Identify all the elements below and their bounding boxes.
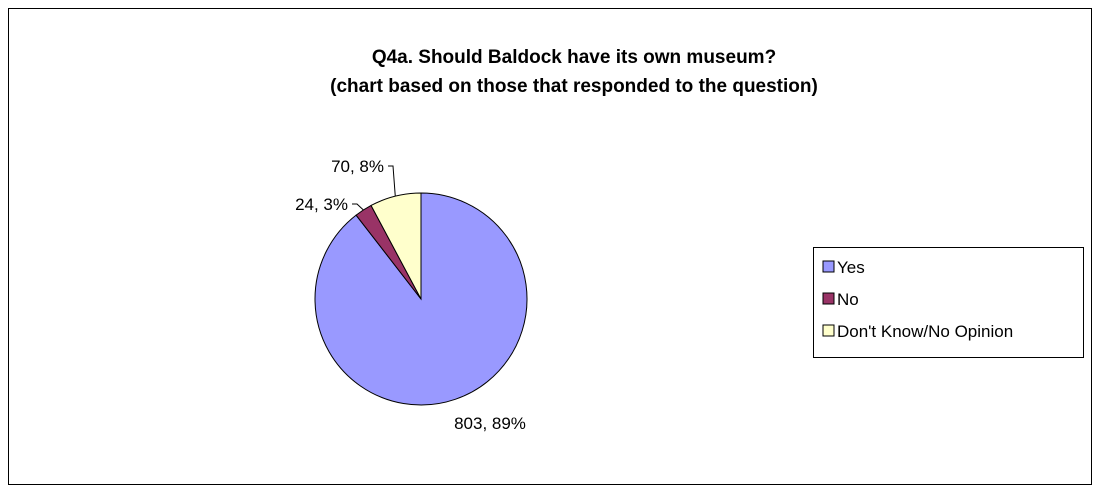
legend-item-dont-know: Don't Know/No Opinion	[822, 322, 1013, 341]
legend-label-yes: Yes	[837, 258, 865, 277]
legend-swatch-yes	[822, 260, 835, 273]
data-label-yes: 803, 89%	[454, 414, 526, 433]
data-label-dont-know: 70, 8%	[331, 157, 384, 176]
leader-line-no	[352, 203, 364, 211]
pie-slices	[314, 192, 528, 406]
legend-swatch-no	[822, 292, 835, 305]
legend-item-no: No	[822, 290, 859, 309]
pie-chart: Q4a. Should Baldock have its own museum?…	[8, 8, 1092, 485]
chart-border	[8, 8, 1092, 485]
leader-line-dont-know	[388, 165, 396, 197]
leader-lines	[352, 165, 396, 211]
legend-item-yes: Yes	[822, 258, 865, 277]
pie-slice-dont-know	[370, 192, 422, 300]
legend-box	[813, 247, 1084, 358]
legend-label-no: No	[837, 290, 859, 309]
data-labels: 803, 89% 24, 3% 70, 8%	[295, 157, 526, 433]
legend-label-dont-know: Don't Know/No Opinion	[837, 322, 1013, 341]
legend-swatch-dont-know	[822, 324, 835, 337]
data-label-no: 24, 3%	[295, 195, 348, 214]
legend: Yes No Don't Know/No Opinion	[813, 247, 1084, 358]
chart-subtitle: (chart based on those that responded to …	[330, 76, 818, 97]
chart-title: Q4a. Should Baldock have its own museum?	[372, 47, 776, 68]
